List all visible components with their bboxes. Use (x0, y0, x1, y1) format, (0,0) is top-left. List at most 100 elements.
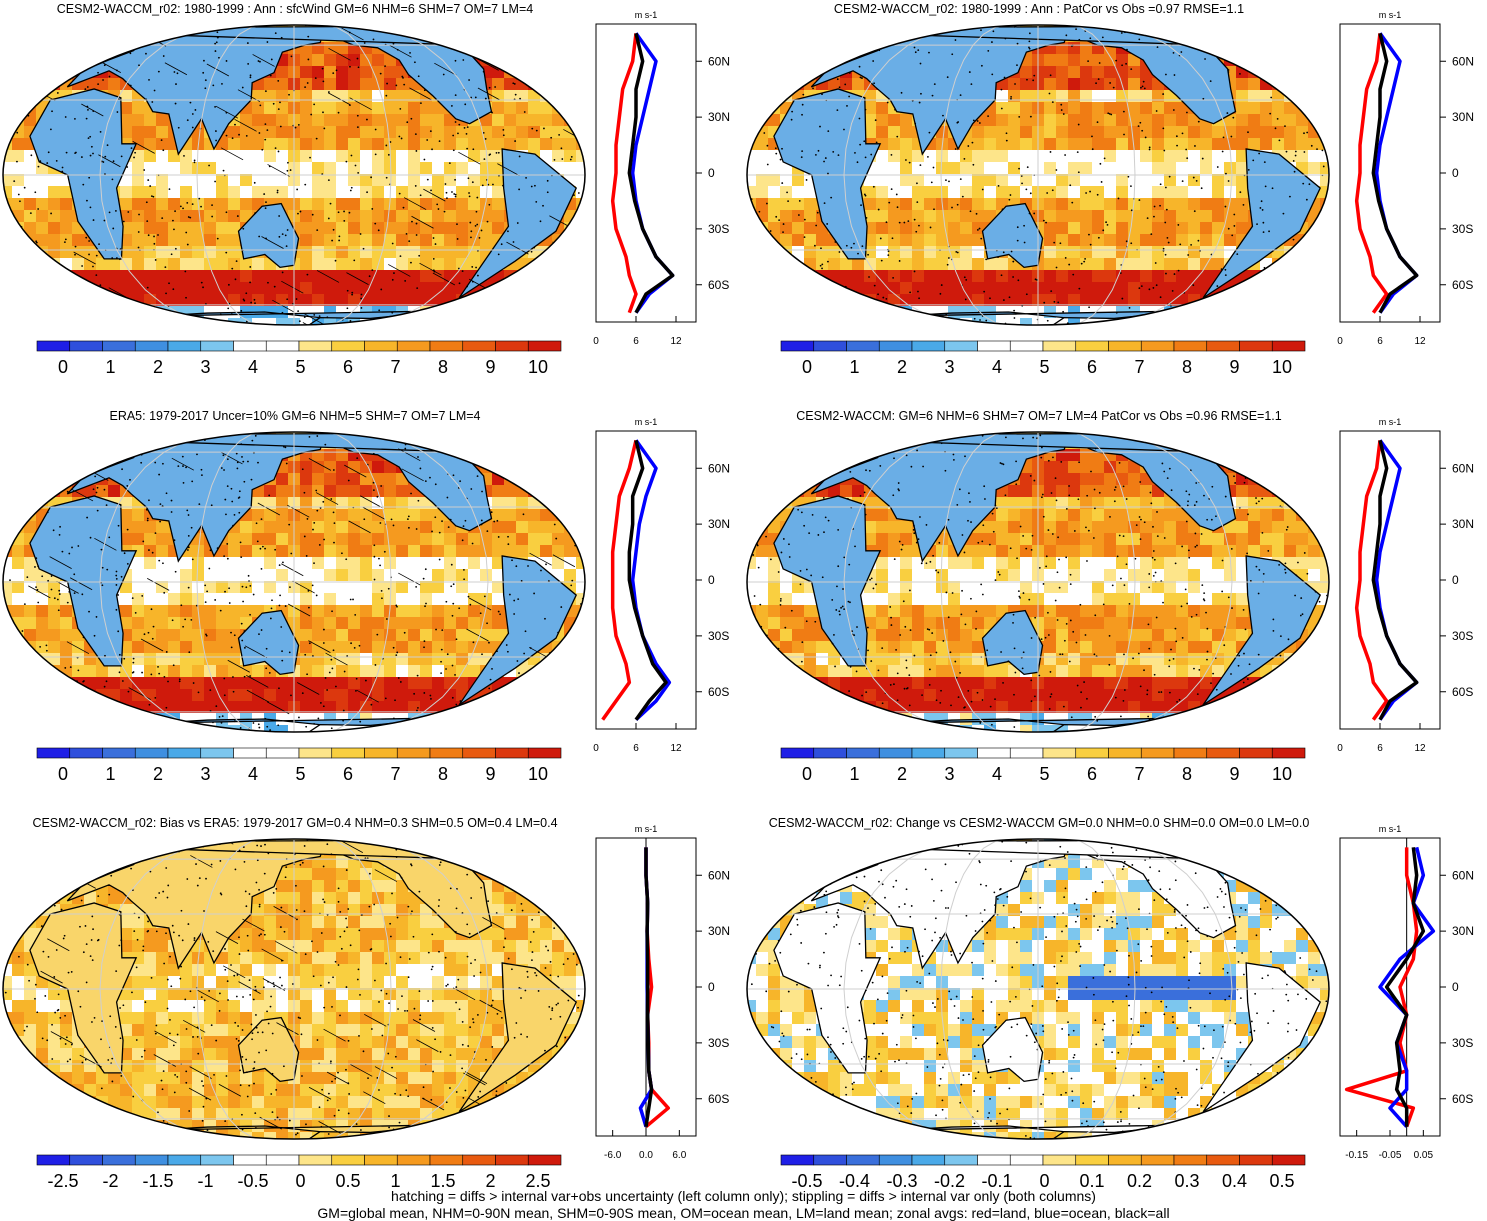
zonal-x-tick-label: 0 (1337, 336, 1343, 347)
colorbar-label: 9 (1229, 357, 1239, 377)
zonal-line-land (1354, 33, 1389, 314)
zonal-x-tick-label: 6.0 (672, 1150, 686, 1161)
lat-tick-label: 30N (1452, 110, 1474, 124)
colorbar-label: 0.5 (1269, 1171, 1294, 1191)
colorbar-label: 9 (1229, 764, 1239, 784)
colorbar-label: 0.3 (1174, 1171, 1199, 1191)
zonal-x-tick-label: 0.05 (1414, 1150, 1434, 1161)
zonal-x-tick-label: 12 (670, 743, 682, 754)
colorbar-label: -0.2 (934, 1171, 965, 1191)
lat-tick-label: 30N (1452, 924, 1474, 938)
colorbar-label: 1.5 (430, 1171, 455, 1191)
zonal-unit: m s-1 (1379, 417, 1402, 427)
lat-tick-label: 30S (708, 222, 729, 236)
panel-title: CESM2-WACCM_r02: Bias vs ERA5: 1979-2017… (32, 816, 558, 830)
colorbar-label: 6 (1087, 764, 1097, 784)
colorbar-label: 7 (390, 764, 400, 784)
zonal-line-all (1371, 439, 1419, 721)
world-map (2, 838, 586, 1140)
colorbar-label: 1 (849, 764, 859, 784)
colorbar-label: -0.4 (839, 1171, 870, 1191)
panel-title: CESM2-WACCM_r02: 1980-1999 : Ann : sfcWi… (56, 2, 534, 16)
colorbar-label: 2 (485, 1171, 495, 1191)
lat-tick-label: 0 (708, 573, 715, 587)
lat-tick-label: 30N (708, 517, 730, 531)
colorbar-label: 2.5 (525, 1171, 550, 1191)
panel-title: CESM2-WACCM: GM=6 NHM=6 SHM=7 OM=7 LM=4 … (796, 409, 1282, 423)
colorbar-label: 8 (1182, 357, 1192, 377)
colorbar-label: -0.3 (886, 1171, 917, 1191)
lat-tick-label: 30S (708, 1036, 729, 1050)
colorbar-label: 8 (1182, 764, 1192, 784)
colorbar-label: 1 (105, 357, 115, 377)
colorbar-label: 7 (1134, 357, 1144, 377)
colorbar-label: 6 (343, 357, 353, 377)
colorbar-label: 4 (992, 357, 1002, 377)
lat-tick-label: 60S (708, 278, 729, 292)
zonal-line-all (1384, 847, 1426, 1127)
colorbar-label: 10 (528, 357, 548, 377)
colorbar-label: 5 (1039, 764, 1049, 784)
zonal-line-all (1371, 32, 1419, 314)
footer-note-means: GM=global mean, NHM=0-90N mean, SHM=0-90… (317, 1205, 1170, 1221)
zonal-x-tick-label: 6 (1377, 336, 1383, 347)
lat-tick-label: 60N (1452, 54, 1474, 68)
panel-era5-wind: ERA5: 1979-2017 Uncer=10% GM=6 NHM=5 SHM… (0, 407, 743, 814)
colorbar-label: 1 (849, 357, 859, 377)
colorbar: 0 1 2 3 4 5 6 7 8 9 10 (780, 747, 1306, 784)
zonal-x-tick-label: 12 (1414, 743, 1426, 754)
colorbar-label: 0 (58, 357, 68, 377)
zonal-x-tick-label: -0.05 (1379, 1150, 1402, 1161)
zonal-line-land (610, 33, 638, 314)
colorbar-label: 0.4 (1222, 1171, 1247, 1191)
panel-title: ERA5: 1979-2017 Uncer=10% GM=6 NHM=5 SHM… (109, 409, 481, 423)
colorbar-label: 0 (802, 357, 812, 377)
zonal-x-tick-label: 6 (1377, 743, 1383, 754)
lat-tick-label: 0 (708, 166, 715, 180)
colorbar-label: 4 (992, 764, 1002, 784)
colorbar-label: 0.5 (335, 1171, 360, 1191)
panel-model-wind-patcor: CESM2-WACCM_r02: 1980-1999 : Ann : PatCo… (744, 0, 1487, 407)
zonal-unit: m s-1 (1379, 824, 1402, 834)
zonal-x-tick-label: 12 (1414, 336, 1426, 347)
zonal-x-tick-label: 0 (1337, 743, 1343, 754)
lat-tick-label: 60N (1452, 868, 1474, 882)
lat-tick-label: 60S (1452, 1092, 1473, 1106)
colorbar-label: 1 (105, 764, 115, 784)
zonal-x-tick-label: -0.15 (1345, 1150, 1368, 1161)
colorbar-label: 3 (200, 357, 210, 377)
colorbar: 0 1 2 3 4 5 6 7 8 9 10 (780, 340, 1306, 377)
colorbar-label: 5 (295, 764, 305, 784)
lat-tick-label: 0 (708, 980, 715, 994)
world-map (746, 838, 1330, 1140)
colorbar-label: 8 (438, 357, 448, 377)
colorbar-label: 0 (802, 764, 812, 784)
zonal-unit: m s-1 (635, 417, 658, 427)
zonal-unit: m s-1 (635, 10, 658, 20)
colorbar-label: -2 (102, 1171, 118, 1191)
colorbar-label: 9 (485, 764, 495, 784)
colorbar-label: 1 (390, 1171, 400, 1191)
lat-tick-label: 60N (1452, 461, 1474, 475)
colorbar-label: 6 (343, 764, 353, 784)
colorbar-label: 10 (528, 764, 548, 784)
colorbar-label: 9 (485, 357, 495, 377)
zonal-line-all (644, 847, 654, 1127)
zonal-x-tick-label: 0.0 (639, 1150, 653, 1161)
zonal-mean-plot: m s-1 60N 30N 0 30S 60S 0 6 12 (593, 417, 730, 754)
colorbar-label: 2 (897, 764, 907, 784)
colorbar-label: -0.1 (981, 1171, 1012, 1191)
zonal-x-tick-label: 12 (670, 336, 682, 347)
colorbar-label: -2.5 (47, 1171, 78, 1191)
colorbar-label: 2 (897, 357, 907, 377)
lat-tick-label: 0 (1452, 573, 1459, 587)
panel-ensemble-wind: CESM2-WACCM: GM=6 NHM=6 SHM=7 OM=7 LM=4 … (744, 407, 1487, 814)
zonal-line-ocean (630, 439, 672, 721)
colorbar-label: -0.5 (237, 1171, 268, 1191)
colorbar-label: 10 (1272, 357, 1292, 377)
colorbar-label: 0 (1039, 1171, 1049, 1191)
colorbar-label: 8 (438, 764, 448, 784)
colorbar-label: 4 (248, 764, 258, 784)
lat-tick-label: 0 (1452, 980, 1459, 994)
zonal-mean-plot: m s-1 60N 30N 0 30S 60S 0 6 12 (1337, 417, 1474, 754)
